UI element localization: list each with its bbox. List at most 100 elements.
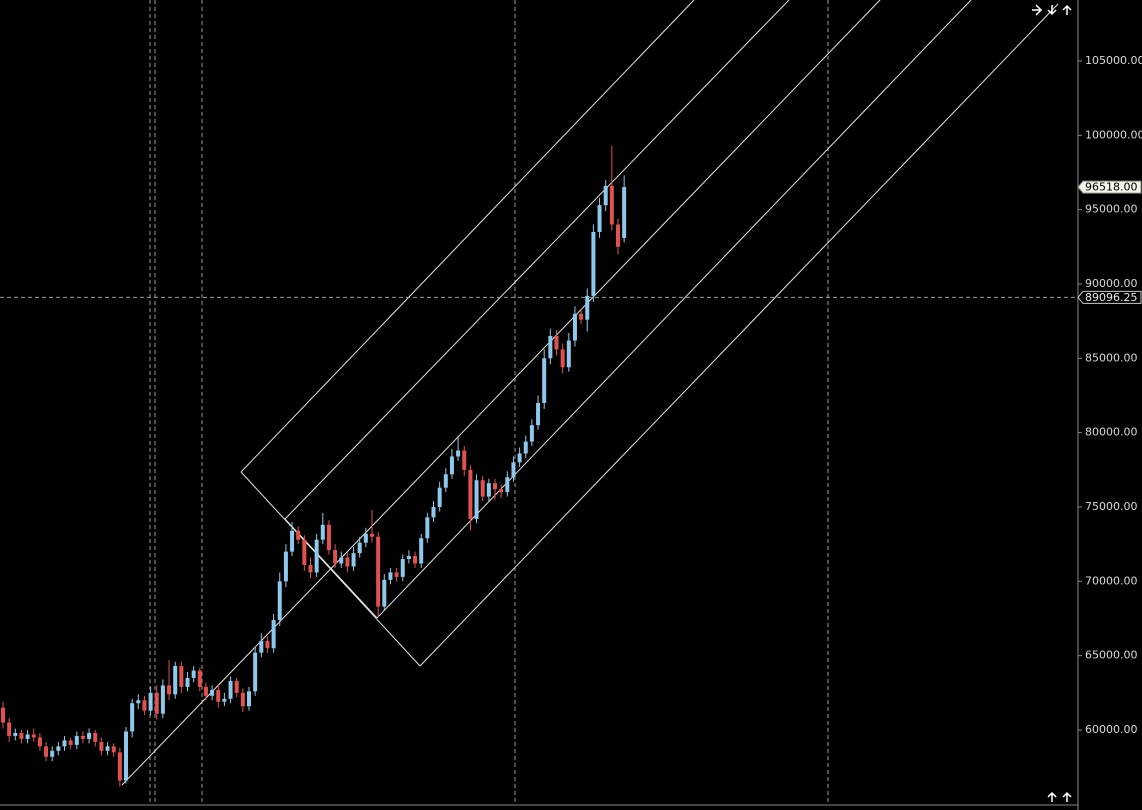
- crosshair-price-label: 89096.25: [1085, 291, 1138, 304]
- candle-body: [486, 483, 491, 497]
- candle-body: [68, 740, 73, 745]
- candle-body: [19, 732, 24, 739]
- candle-body: [283, 551, 288, 582]
- candle-body: [388, 572, 393, 580]
- candle-body: [74, 735, 79, 745]
- candle-body: [203, 686, 208, 696]
- candle-body: [228, 680, 233, 699]
- candle-body: [308, 564, 313, 573]
- channel-edge: [284, 518, 378, 619]
- candle-body: [609, 185, 614, 225]
- candle-body: [259, 640, 264, 653]
- candle-body: [554, 336, 559, 350]
- candle-body: [523, 441, 528, 454]
- candle-body: [44, 746, 49, 757]
- candle-body: [333, 550, 338, 564]
- candle-body: [185, 677, 190, 687]
- y-tick-label: 95000.00: [1085, 203, 1138, 216]
- arrow-up-bottom[interactable]: [1047, 791, 1057, 802]
- scroll-controls[interactable]: [1032, 4, 1072, 802]
- channel-line: [240, 0, 695, 473]
- candle-body: [314, 539, 319, 573]
- candle-body: [296, 530, 301, 540]
- candle-body: [326, 524, 331, 551]
- candle-body: [419, 538, 424, 564]
- crosshair-price-box: [1077, 290, 1142, 304]
- y-tick-label: 70000.00: [1085, 574, 1138, 587]
- candle-body: [456, 450, 461, 457]
- y-tick-label: 60000.00: [1085, 723, 1138, 736]
- price-axis: 60000.00 65000.00 70000.00 75000.00 80000.00…: [1078, 54, 1142, 736]
- candle-body: [216, 689, 221, 702]
- candle-body: [302, 539, 307, 565]
- candle-body: [253, 652, 258, 692]
- candle-body: [437, 487, 442, 507]
- candle-body: [443, 474, 448, 488]
- candle-body: [37, 737, 42, 747]
- candle-body: [25, 734, 30, 739]
- candle-body: [142, 700, 147, 711]
- arrow-down[interactable]: [1047, 5, 1057, 16]
- candle-body: [93, 732, 98, 742]
- candle-body: [462, 450, 467, 470]
- plot-area: [1, 145, 627, 787]
- candle-body: [493, 483, 497, 490]
- candle-body: [222, 698, 227, 702]
- candle-body: [616, 224, 620, 247]
- candle-body: [542, 358, 547, 403]
- candle-body: [382, 579, 387, 607]
- y-tick-label: 75000.00: [1085, 500, 1138, 513]
- candle-body: [579, 313, 584, 320]
- candle-body: [148, 692, 153, 711]
- candle-body: [505, 477, 510, 493]
- candle-body: [290, 530, 295, 552]
- candle-body: [548, 336, 553, 359]
- candle-body: [351, 553, 356, 567]
- arrow-right[interactable]: [1032, 4, 1043, 16]
- candle-body: [130, 703, 135, 732]
- candle-body: [566, 340, 571, 368]
- channel-line: [121, 0, 881, 786]
- candle-body: [468, 469, 473, 519]
- candle-body: [160, 685, 165, 714]
- candle-body: [87, 732, 92, 739]
- candle-body: [62, 740, 67, 747]
- candle-body: [99, 741, 104, 751]
- candle-body: [603, 185, 608, 206]
- candle-body: [394, 572, 399, 577]
- y-tick-label: 85000.00: [1085, 351, 1138, 364]
- candle-body: [370, 533, 374, 537]
- candle-body: [197, 670, 202, 687]
- candle-body: [240, 692, 245, 707]
- candle-body: [117, 752, 122, 781]
- candle-body: [425, 517, 430, 539]
- candle-body: [413, 556, 418, 564]
- arrow-up-bottom[interactable]: [1062, 791, 1072, 802]
- candle-body: [154, 692, 159, 714]
- candle-body: [622, 187, 627, 238]
- candle-body: [499, 489, 504, 493]
- candle-body: [560, 349, 565, 368]
- candle-body: [31, 734, 36, 738]
- candle-body: [536, 402, 541, 426]
- candle-body: [277, 581, 282, 620]
- candle-body: [357, 542, 362, 554]
- candle-body: [191, 670, 196, 678]
- y-tick-label: 80000.00: [1085, 426, 1138, 439]
- candle-body: [511, 462, 516, 478]
- candle-body: [7, 722, 12, 736]
- candle-body: [572, 313, 577, 341]
- candle-body: [124, 731, 128, 781]
- candle-body: [179, 666, 184, 687]
- candle-body: [480, 480, 485, 497]
- candle-body: [13, 732, 18, 736]
- candle-body: [111, 746, 116, 753]
- candle-body: [529, 425, 534, 442]
- arrow-up[interactable]: [1062, 4, 1072, 15]
- channel-edge: [240, 471, 421, 667]
- y-tick-label: 100000.00: [1085, 128, 1142, 141]
- last-price-label: 96518.00: [1085, 181, 1138, 194]
